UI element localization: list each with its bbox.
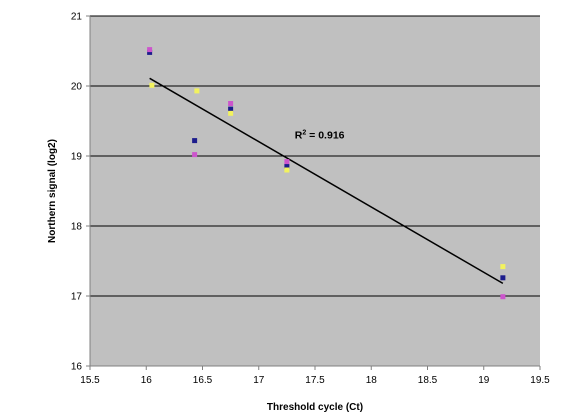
y-tick-label: 17: [71, 292, 83, 303]
x-tick-label: 15.5: [80, 375, 100, 386]
y-tick-label: 21: [71, 12, 83, 23]
data-point-series-3: [149, 82, 155, 88]
r-squared-superscript: 2: [302, 130, 306, 137]
y-tick-label: 16: [71, 362, 83, 373]
data-point-series-1: [284, 164, 290, 169]
r-squared-base: R: [295, 130, 303, 142]
trendline-group: [149, 77, 504, 285]
x-tick-label: 19.5: [530, 375, 550, 386]
x-tick-labels: 15.5 16 16.5 17 17.5 18 18.5 19 19.5: [80, 366, 550, 386]
gridlines: [90, 15, 540, 297]
data-point-series-1: [500, 275, 506, 281]
y-tick-label: 18: [71, 222, 83, 233]
data-point-series-1: [192, 138, 198, 144]
x-tick-label: 16: [141, 375, 153, 386]
y-axis-title: Northern signal (log2): [47, 139, 58, 243]
data-point-series-3: [228, 110, 234, 116]
r-squared-value: = 0.916: [306, 130, 344, 142]
data-point-series-3: [500, 264, 506, 270]
x-tick-label: 19: [478, 375, 490, 386]
x-tick-label: 17.5: [305, 375, 325, 386]
data-point-series-1: [228, 106, 234, 112]
data-point-series-3: [284, 167, 290, 173]
y-tick-label: 19: [71, 152, 83, 163]
x-tick-label: 18.5: [418, 375, 438, 386]
data-point-series-2: [284, 159, 290, 165]
data-points: [147, 47, 506, 300]
plot-area: [90, 16, 540, 366]
x-tick-label: 16.5: [193, 375, 213, 386]
y-tick-labels: 16 17 18 19 20 21: [71, 12, 90, 373]
x-axis-title: Threshold cycle (Ct): [267, 402, 363, 413]
r-squared-annotation: R2 = 0.916: [295, 130, 345, 142]
x-tick-label: 18: [366, 375, 378, 386]
data-point-series-2: [147, 47, 153, 53]
x-tick-label: 17: [253, 375, 265, 386]
y-tick-label: 20: [71, 82, 83, 93]
data-point-series-1: [147, 49, 153, 55]
trendline: [149, 77, 504, 285]
data-point-series-2: [228, 101, 234, 106]
data-point-series-3: [194, 88, 200, 94]
data-point-series-2: [192, 152, 198, 158]
data-point-series-2: [500, 294, 506, 300]
